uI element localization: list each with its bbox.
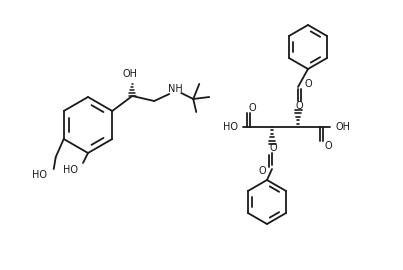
Text: O: O xyxy=(258,166,266,176)
Text: O: O xyxy=(269,143,277,153)
Text: OH: OH xyxy=(336,122,351,132)
Text: O: O xyxy=(324,141,332,151)
Text: OH: OH xyxy=(123,69,138,79)
Text: O: O xyxy=(295,101,303,111)
Text: HO: HO xyxy=(32,170,47,180)
Text: HO: HO xyxy=(64,165,79,175)
Text: NH: NH xyxy=(168,84,183,94)
Text: HO: HO xyxy=(223,122,238,132)
Text: O: O xyxy=(248,103,256,113)
Text: O: O xyxy=(304,79,312,89)
